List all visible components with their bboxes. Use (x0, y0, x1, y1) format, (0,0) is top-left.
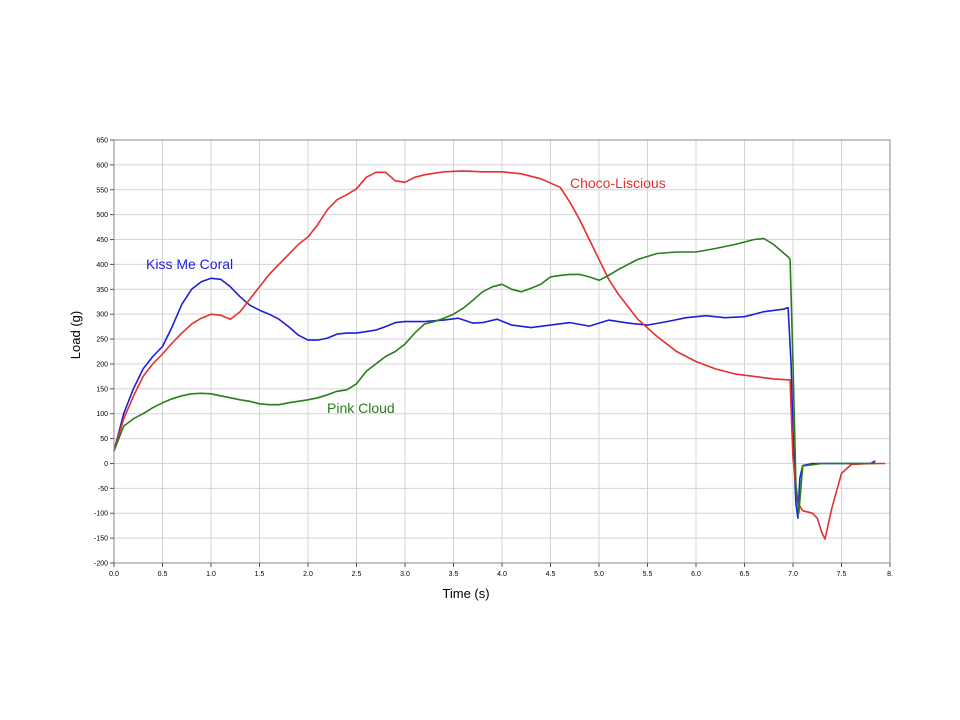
y-tick-label: 450 (96, 237, 108, 244)
x-tick-label: 4.0 (497, 571, 507, 578)
series-label-choco-liscious: Choco-Liscious (570, 175, 666, 191)
y-tick-label: 250 (96, 337, 108, 344)
x-tick-label: 5.0 (594, 571, 604, 578)
y-tick-label: 500 (96, 212, 108, 219)
y-tick-label: 300 (96, 312, 108, 319)
ticks: 0.0 0.5 1.0 1.5 2.0 2.5 3.0 3.5 4.0 4.5 5.0 5.5 6.0 6… (94, 138, 893, 579)
series-line-pink-cloud (113, 237, 876, 515)
x-tick-label: 3.0 (400, 571, 410, 578)
y-tick-label: 650 (96, 138, 108, 145)
x-tick-label: 2.0 (303, 571, 313, 578)
x-tick-label: 0.0 (109, 571, 119, 578)
y-tick-label: -100 (94, 511, 108, 518)
series-lines (113, 170, 886, 540)
y-tick-label: -150 (94, 536, 108, 543)
y-tick-label: 400 (96, 262, 108, 269)
x-tick-label: 7.5 (837, 571, 847, 578)
x-tick-label: 1.0 (206, 571, 216, 578)
x-tick-label: 4.5 (546, 571, 556, 578)
y-tick-label: 50 (100, 436, 108, 443)
y-tick-label: -50 (98, 486, 108, 493)
y-tick-label: 100 (96, 411, 108, 418)
x-tick-label: 7.0 (788, 571, 798, 578)
y-tick-label: 200 (96, 361, 108, 368)
y-tick-label: -200 (94, 561, 108, 568)
y-tick-label: 0 (104, 461, 108, 468)
x-tick-label: 6.5 (740, 571, 750, 578)
series-label-kiss-me-coral: Kiss Me Coral (146, 256, 233, 272)
x-tick-label: 8. (887, 571, 893, 578)
x-tick-label: 6.0 (691, 571, 701, 578)
x-tick-label: 1.5 (255, 571, 265, 578)
series-label-pink-cloud: Pink Cloud (327, 400, 395, 416)
y-tick-label: 600 (96, 162, 108, 169)
x-tick-label: 0.5 (158, 571, 168, 578)
y-tick-label: 150 (96, 386, 108, 393)
y-axis-label: Load (g) (68, 311, 83, 359)
y-tick-label: 350 (96, 287, 108, 294)
series-line-choco-liscious (113, 170, 886, 540)
x-tick-label: 3.5 (449, 571, 459, 578)
y-tick-label: 550 (96, 187, 108, 194)
x-axis-label: Time (s) (442, 586, 489, 601)
x-tick-label: 2.5 (352, 571, 362, 578)
x-tick-label: 5.5 (643, 571, 653, 578)
